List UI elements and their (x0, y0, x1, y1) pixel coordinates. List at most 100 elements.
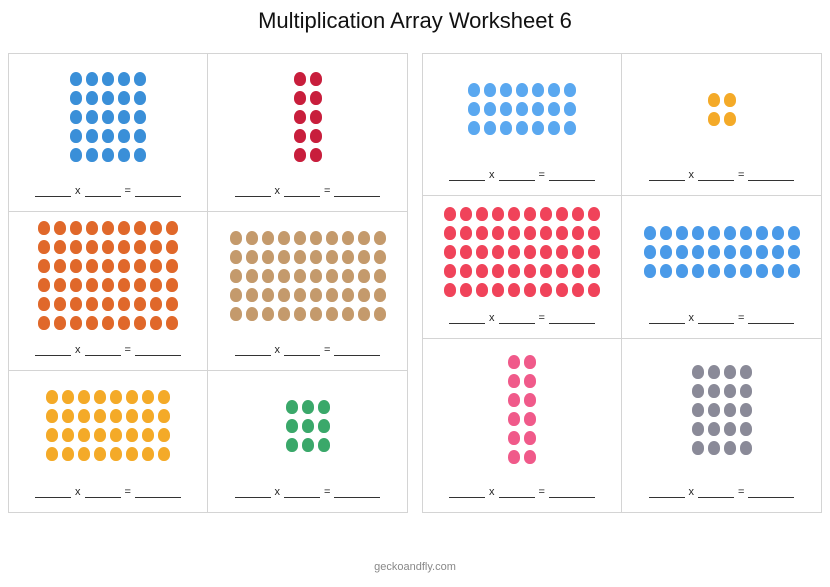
dog-face-icon (245, 249, 258, 264)
dog-face-icon (261, 287, 274, 302)
mushroom-icon (556, 225, 568, 240)
product-blank[interactable] (334, 195, 381, 197)
factor-blank-2[interactable] (84, 496, 121, 498)
factor-blank-1[interactable] (234, 354, 271, 356)
equals-sign: = (324, 486, 331, 498)
product-blank[interactable] (134, 195, 181, 197)
bell-icon (110, 447, 122, 461)
factor-blank-1[interactable] (449, 496, 486, 498)
koala-icon (707, 440, 720, 455)
dog-face-icon (277, 268, 290, 283)
globe-icon (102, 110, 114, 124)
factor-blank-1[interactable] (234, 496, 271, 498)
times-sign: x (274, 486, 281, 498)
equals-sign: = (538, 169, 545, 181)
factor-blank-2[interactable] (284, 195, 321, 197)
basketball-icon (86, 278, 98, 292)
dog-face-icon (309, 230, 322, 245)
basketball-icon (166, 221, 178, 235)
dog-face-icon (341, 249, 354, 264)
bell-icon (94, 390, 106, 404)
basketball-icon (166, 297, 178, 311)
factor-blank-1[interactable] (449, 179, 486, 181)
factor-blank-1[interactable] (35, 496, 72, 498)
globe-icon (86, 91, 98, 105)
droplet-icon (548, 121, 560, 135)
mushroom-icon (460, 244, 472, 259)
product-blank[interactable] (748, 496, 795, 498)
mushroom-icon (524, 206, 536, 221)
droplet-icon (564, 102, 576, 116)
mushroom-icon (588, 244, 600, 259)
product-blank[interactable] (748, 179, 795, 181)
dog-face-icon (229, 268, 242, 283)
globe-icon (102, 72, 114, 86)
fish-icon (707, 225, 720, 240)
times-sign: x (75, 486, 81, 498)
basketball-icon (70, 221, 82, 235)
product-blank[interactable] (548, 179, 595, 181)
globe-icon (118, 110, 130, 124)
times-sign: x (688, 486, 695, 498)
droplet-icon (516, 121, 528, 135)
factor-blank-2[interactable] (84, 195, 121, 197)
factor-blank-2[interactable] (698, 179, 735, 181)
product-blank[interactable] (134, 354, 181, 356)
product-blank[interactable] (548, 322, 595, 324)
mushroom-icon (460, 263, 472, 278)
factor-blank-2[interactable] (498, 322, 535, 324)
mushroom-icon (572, 263, 584, 278)
dog-face-icon (229, 287, 242, 302)
factor-blank-1[interactable] (648, 496, 685, 498)
array-cell: x = (208, 371, 407, 512)
factor-blank-1[interactable] (35, 195, 72, 197)
bell-icon (126, 409, 138, 423)
bell-icon (110, 428, 122, 442)
product-blank[interactable] (334, 354, 381, 356)
fish-icon (723, 244, 736, 259)
equals-sign: = (738, 169, 745, 181)
factor-blank-1[interactable] (449, 322, 486, 324)
product-blank[interactable] (134, 496, 181, 498)
factor-blank-1[interactable] (648, 322, 685, 324)
mushroom-icon (444, 225, 456, 240)
bow-icon (293, 91, 306, 105)
dog-face-icon (293, 268, 306, 283)
product-blank[interactable] (748, 322, 795, 324)
product-blank[interactable] (334, 496, 381, 498)
factor-blank-2[interactable] (84, 354, 121, 356)
factor-blank-2[interactable] (498, 179, 535, 181)
bell-icon (46, 428, 58, 442)
factor-blank-2[interactable] (284, 496, 321, 498)
equals-sign: = (124, 185, 131, 197)
dog-face-icon (277, 306, 290, 321)
basketball-icon (134, 278, 146, 292)
product-blank[interactable] (548, 496, 595, 498)
dog-face-icon (325, 268, 338, 283)
factor-blank-2[interactable] (698, 322, 735, 324)
equation-row: x = (208, 486, 407, 498)
factor-blank-2[interactable] (498, 496, 535, 498)
droplet-icon (500, 83, 512, 97)
bell-icon (94, 447, 106, 461)
bow-icon (309, 110, 322, 124)
dog-face-icon (309, 268, 322, 283)
fish-icon (723, 225, 736, 240)
factor-blank-2[interactable] (698, 496, 735, 498)
dog-face-icon (341, 287, 354, 302)
droplet-icon (532, 83, 544, 97)
bell-icon (62, 428, 74, 442)
factor-blank-1[interactable] (35, 354, 72, 356)
basketball-icon (166, 316, 178, 330)
globe-icon (102, 148, 114, 162)
factor-blank-1[interactable] (648, 179, 685, 181)
factor-blank-2[interactable] (284, 354, 321, 356)
equals-sign: = (324, 185, 331, 197)
leaf-icon (285, 399, 298, 414)
mushroom-icon (572, 282, 584, 297)
bell-icon (78, 428, 90, 442)
basketball-icon (102, 221, 114, 235)
equation-row: x = (208, 344, 407, 356)
factor-blank-1[interactable] (234, 195, 271, 197)
koala-icon (723, 440, 736, 455)
